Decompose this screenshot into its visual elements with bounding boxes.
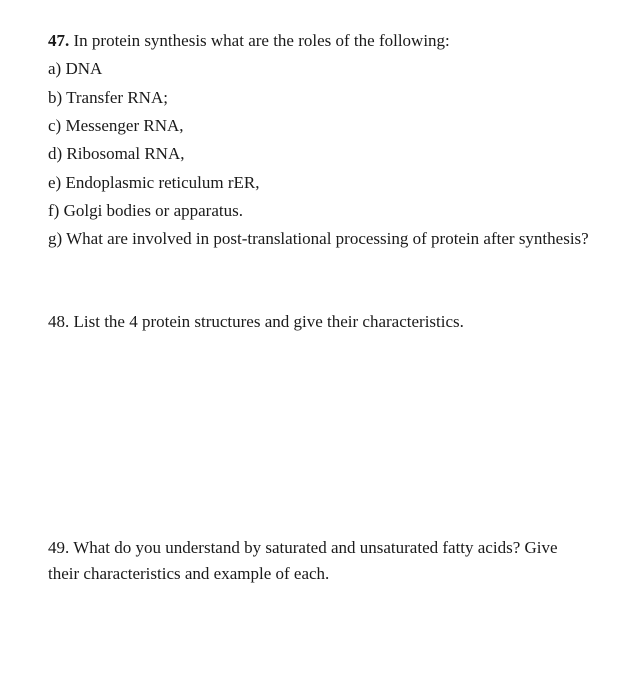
question-47: 47. In protein synthesis what are the ro… [48,28,592,253]
question-47-item-d: d) Ribosomal RNA, [48,141,592,167]
question-47-item-e: e) Endoplasmic reticulum rER, [48,170,592,196]
question-47-prompt-text: In protein synthesis what are the roles … [69,31,450,50]
question-47-number: 47. [48,31,69,50]
question-47-prompt: 47. In protein synthesis what are the ro… [48,28,592,54]
question-48: 48. List the 4 protein structures and gi… [48,309,592,335]
question-47-item-f: f) Golgi bodies or apparatus. [48,198,592,224]
question-47-item-c: c) Messenger RNA, [48,113,592,139]
question-47-item-b: b) Transfer RNA; [48,85,592,111]
question-47-item-a: a) DNA [48,56,592,82]
question-49: 49. What do you understand by saturated … [48,535,592,588]
question-48-text: 48. List the 4 protein structures and gi… [48,309,592,335]
question-47-item-g: g) What are involved in post-translation… [48,226,592,252]
question-49-text: 49. What do you understand by saturated … [48,535,592,588]
